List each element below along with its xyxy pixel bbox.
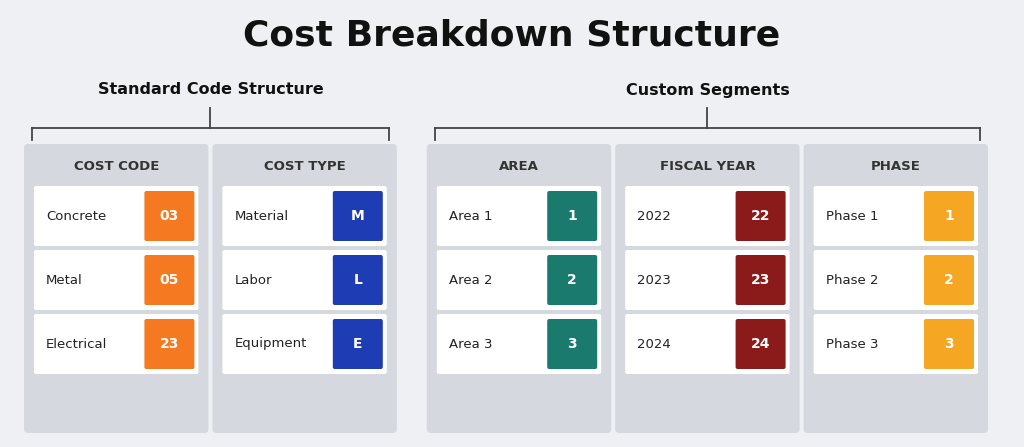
Text: AREA: AREA bbox=[499, 160, 539, 173]
Text: Concrete: Concrete bbox=[46, 210, 106, 223]
FancyBboxPatch shape bbox=[924, 319, 974, 369]
FancyBboxPatch shape bbox=[814, 186, 978, 246]
FancyBboxPatch shape bbox=[34, 314, 199, 374]
Text: 2024: 2024 bbox=[637, 337, 671, 350]
Text: L: L bbox=[353, 273, 362, 287]
Text: Area 2: Area 2 bbox=[449, 274, 493, 287]
FancyBboxPatch shape bbox=[34, 250, 199, 310]
Text: 3: 3 bbox=[944, 337, 953, 351]
Text: 03: 03 bbox=[160, 209, 179, 223]
Text: 23: 23 bbox=[751, 273, 770, 287]
Text: COST CODE: COST CODE bbox=[74, 160, 159, 173]
FancyBboxPatch shape bbox=[626, 250, 790, 310]
FancyBboxPatch shape bbox=[924, 255, 974, 305]
Text: M: M bbox=[351, 209, 365, 223]
FancyBboxPatch shape bbox=[547, 255, 597, 305]
FancyBboxPatch shape bbox=[333, 319, 383, 369]
Text: Custom Segments: Custom Segments bbox=[626, 83, 790, 97]
Text: Area 1: Area 1 bbox=[449, 210, 493, 223]
Text: 2023: 2023 bbox=[637, 274, 671, 287]
Text: Area 3: Area 3 bbox=[449, 337, 493, 350]
FancyBboxPatch shape bbox=[735, 319, 785, 369]
FancyBboxPatch shape bbox=[814, 250, 978, 310]
FancyBboxPatch shape bbox=[626, 314, 790, 374]
FancyBboxPatch shape bbox=[615, 144, 800, 433]
Text: Cost Breakdown Structure: Cost Breakdown Structure bbox=[244, 18, 780, 52]
FancyBboxPatch shape bbox=[437, 314, 601, 374]
FancyBboxPatch shape bbox=[924, 191, 974, 241]
FancyBboxPatch shape bbox=[222, 250, 387, 310]
Text: COST TYPE: COST TYPE bbox=[264, 160, 345, 173]
Text: Standard Code Structure: Standard Code Structure bbox=[97, 83, 324, 97]
Text: 23: 23 bbox=[160, 337, 179, 351]
Text: PHASE: PHASE bbox=[870, 160, 921, 173]
Text: Equipment: Equipment bbox=[234, 337, 307, 350]
FancyBboxPatch shape bbox=[735, 255, 785, 305]
FancyBboxPatch shape bbox=[437, 186, 601, 246]
FancyBboxPatch shape bbox=[222, 314, 387, 374]
Text: Labor: Labor bbox=[234, 274, 272, 287]
Text: 24: 24 bbox=[751, 337, 770, 351]
Text: Phase 3: Phase 3 bbox=[825, 337, 879, 350]
FancyBboxPatch shape bbox=[626, 186, 790, 246]
FancyBboxPatch shape bbox=[333, 191, 383, 241]
Text: Material: Material bbox=[234, 210, 289, 223]
Text: Metal: Metal bbox=[46, 274, 83, 287]
FancyBboxPatch shape bbox=[804, 144, 988, 433]
Text: FISCAL YEAR: FISCAL YEAR bbox=[659, 160, 756, 173]
Text: 2: 2 bbox=[567, 273, 578, 287]
FancyBboxPatch shape bbox=[144, 319, 195, 369]
Text: Phase 2: Phase 2 bbox=[825, 274, 879, 287]
Text: Electrical: Electrical bbox=[46, 337, 108, 350]
FancyBboxPatch shape bbox=[437, 250, 601, 310]
FancyBboxPatch shape bbox=[144, 191, 195, 241]
FancyBboxPatch shape bbox=[222, 186, 387, 246]
FancyBboxPatch shape bbox=[212, 144, 397, 433]
FancyBboxPatch shape bbox=[333, 255, 383, 305]
FancyBboxPatch shape bbox=[427, 144, 611, 433]
Text: 1: 1 bbox=[567, 209, 578, 223]
Text: 1: 1 bbox=[944, 209, 954, 223]
FancyBboxPatch shape bbox=[24, 144, 209, 433]
Text: 22: 22 bbox=[751, 209, 770, 223]
FancyBboxPatch shape bbox=[547, 191, 597, 241]
FancyBboxPatch shape bbox=[34, 186, 199, 246]
Text: 05: 05 bbox=[160, 273, 179, 287]
Text: 3: 3 bbox=[567, 337, 577, 351]
FancyBboxPatch shape bbox=[144, 255, 195, 305]
FancyBboxPatch shape bbox=[814, 314, 978, 374]
FancyBboxPatch shape bbox=[735, 191, 785, 241]
Text: Phase 1: Phase 1 bbox=[825, 210, 879, 223]
FancyBboxPatch shape bbox=[547, 319, 597, 369]
Text: 2022: 2022 bbox=[637, 210, 671, 223]
Text: E: E bbox=[353, 337, 362, 351]
Text: 2: 2 bbox=[944, 273, 954, 287]
